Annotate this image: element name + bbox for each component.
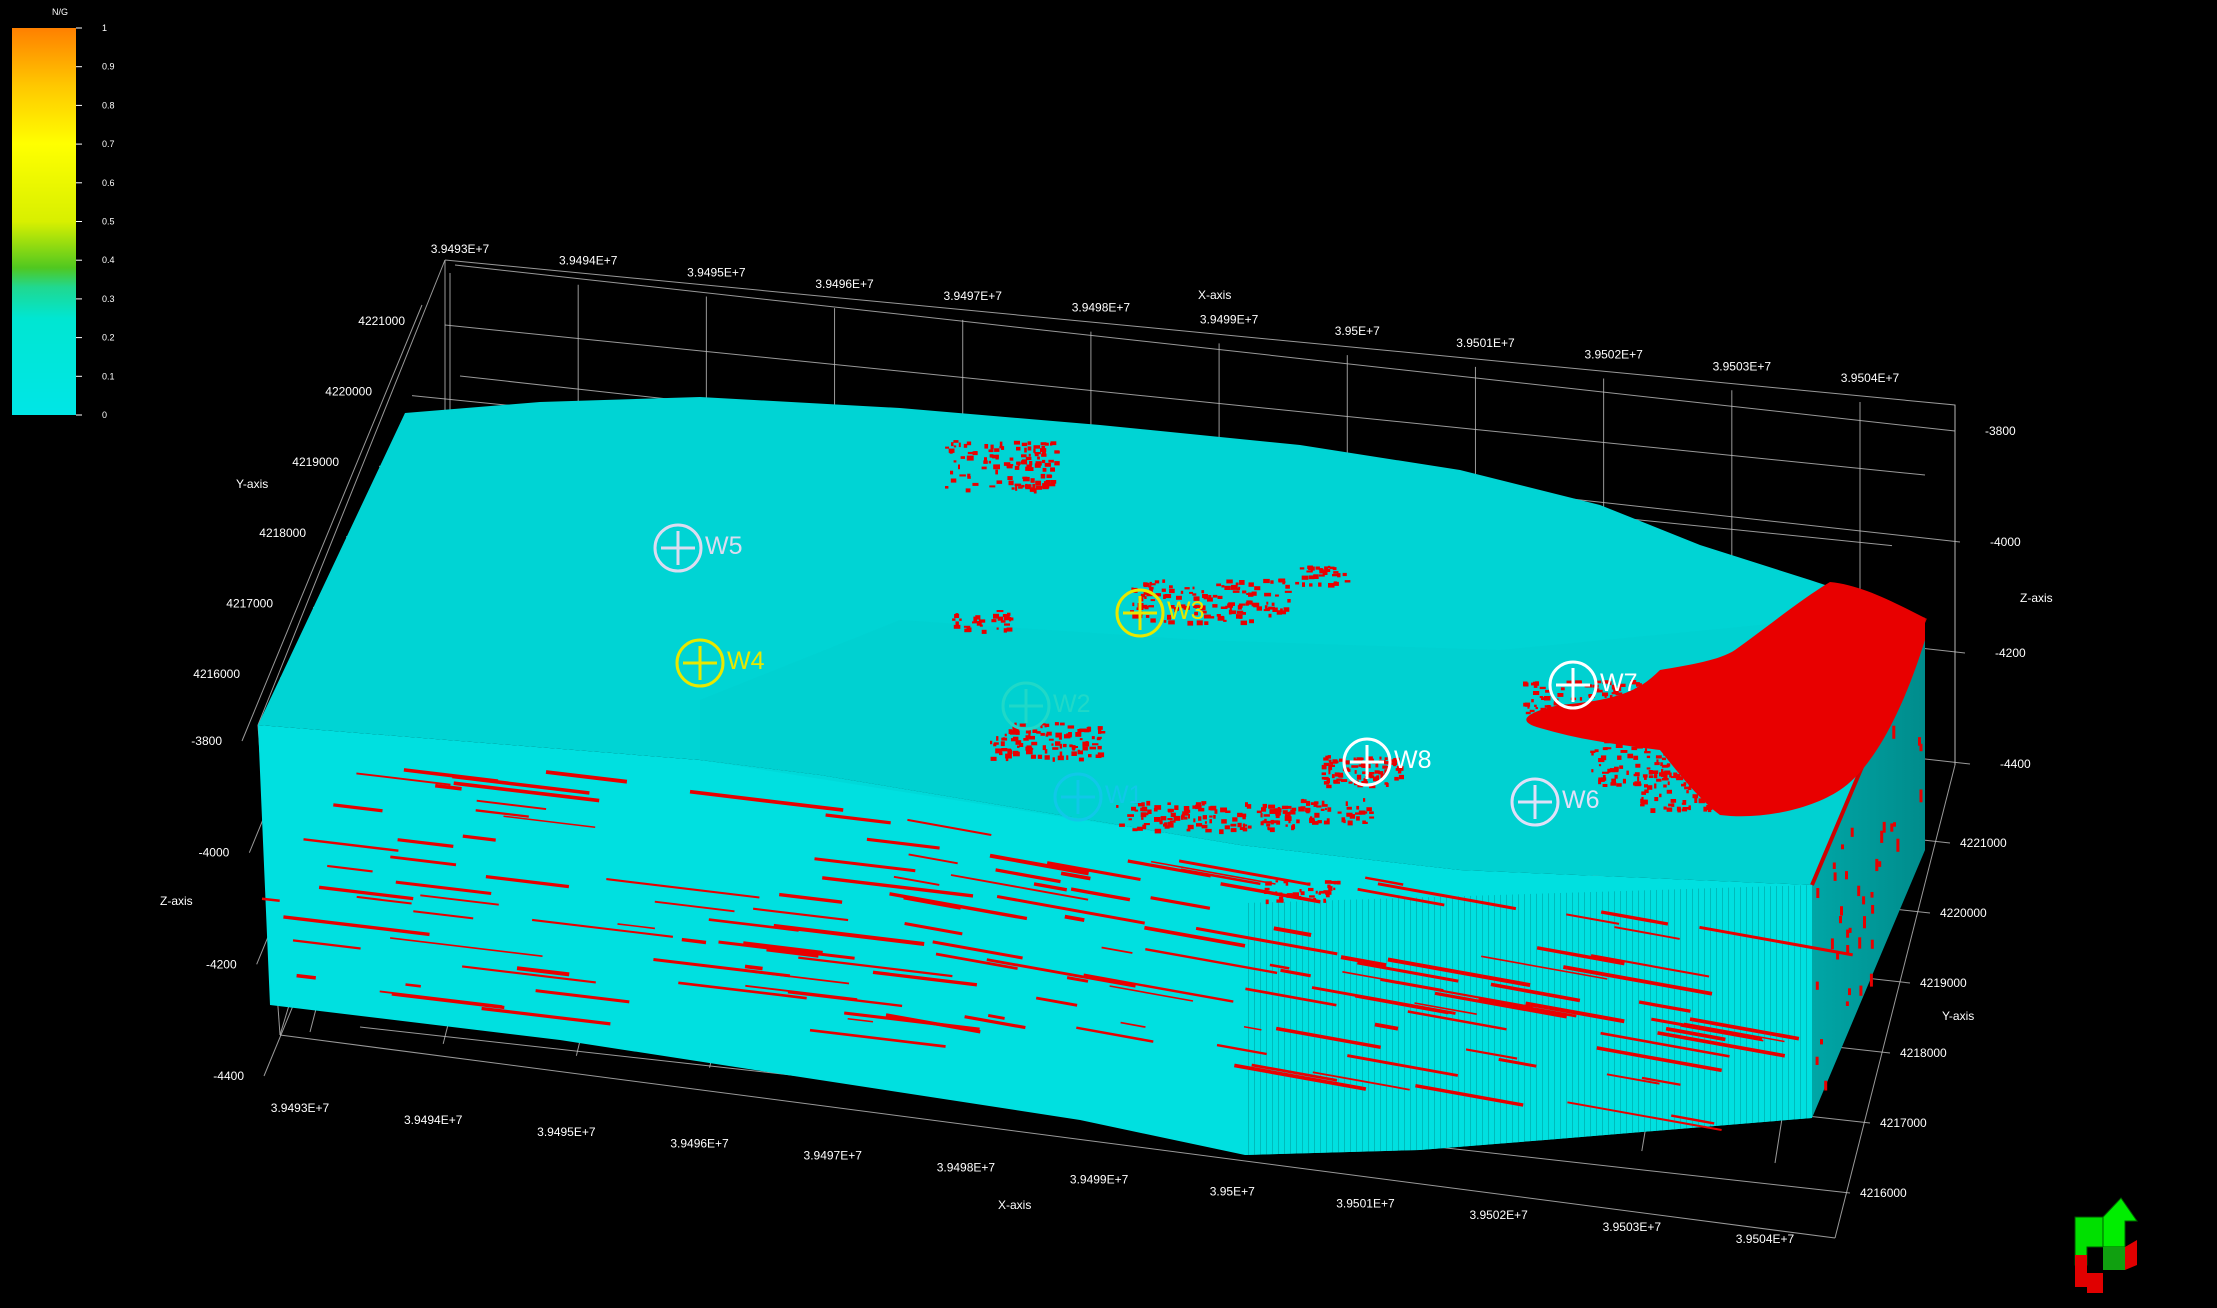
x-tick-top: 3.9496E+7	[815, 277, 874, 291]
y-tick-right: 4220000	[1940, 906, 1987, 920]
x-tick-bottom: 3.9501E+7	[1336, 1196, 1395, 1210]
colorbar-gradient	[12, 28, 76, 415]
colorbar-legend: N/G 1 0.9 0.8 0.7 0.6 0.5 0.4 0.3 0.2 0.1 0	[12, 7, 115, 420]
y-tick-right: 4221000	[1960, 836, 2007, 850]
model-side-face	[1812, 618, 1925, 1118]
well-marker-w3[interactable]: W3	[1115, 588, 1205, 638]
x-tick-bottom: 3.9496E+7	[670, 1137, 729, 1151]
y-tick-left: 4216000	[193, 667, 240, 681]
x-tick-bottom: 3.95E+7	[1210, 1184, 1255, 1198]
colorbar-tick-label: 0.2	[102, 333, 115, 343]
x-tick-bottom: 3.9502E+7	[1469, 1208, 1528, 1222]
wells-layer: W5 W3 W4 W2 W7 W8 W1 W6	[653, 523, 1638, 827]
y-tick-right: 4219000	[1920, 976, 1967, 990]
colorbar-tick-label: 0.6	[102, 178, 115, 188]
reservoir-model[interactable]	[258, 397, 1927, 1155]
well-marker-w6[interactable]: W6	[1510, 777, 1600, 827]
z-axis-title-left: Z-axis	[160, 894, 193, 908]
x-tick-bottom: 3.9497E+7	[804, 1149, 863, 1163]
x-tick-top: 3.9494E+7	[559, 254, 618, 268]
x-tick-bottom: 3.9494E+7	[404, 1113, 463, 1127]
y-tick-right: 4216000	[1860, 1186, 1907, 1200]
z-tick-right: -3800	[1985, 424, 2016, 438]
x-tick-top: 3.9499E+7	[1200, 312, 1259, 326]
colorbar-tick-label: 1	[102, 23, 107, 33]
well-label: W3	[1167, 597, 1205, 625]
well-marker-w7[interactable]: W7	[1548, 660, 1638, 710]
well-marker-w1[interactable]: W1	[1053, 772, 1143, 822]
colorbar-tick-label: 0.1	[102, 371, 115, 381]
z-tick-right: -4000	[1990, 535, 2021, 549]
well-label: W7	[1600, 669, 1638, 697]
x-tick-top: 3.95E+7	[1335, 324, 1380, 338]
axis-labels: X-axis X-axis Y-axis Y-axis Z-axis Z-axi…	[160, 242, 2053, 1246]
y-tick-left: 4221000	[358, 314, 405, 328]
well-label: W2	[1053, 690, 1091, 718]
x-tick-top: 3.9502E+7	[1584, 348, 1643, 362]
z-tick-right: -4200	[1995, 646, 2026, 660]
z-tick-left: -4200	[206, 957, 237, 971]
well-label: W8	[1394, 746, 1432, 774]
colorbar-tick-label: 0.8	[102, 100, 115, 110]
well-marker-w8[interactable]: W8	[1342, 737, 1432, 787]
y-tick-right: 4218000	[1900, 1046, 1947, 1060]
well-marker-w5[interactable]: W5	[653, 523, 743, 573]
y-tick-left: 4218000	[259, 526, 306, 540]
z-axis-title-right: Z-axis	[2020, 591, 2053, 605]
x-tick-bottom: 3.9495E+7	[537, 1125, 596, 1139]
x-tick-bottom: 3.9498E+7	[937, 1161, 996, 1175]
x-tick-top: 3.9501E+7	[1456, 336, 1515, 350]
y-tick-left: 4217000	[226, 596, 273, 610]
x-tick-top: 3.9498E+7	[1072, 301, 1131, 315]
colorbar-tick-label: 0.7	[102, 139, 115, 149]
y-axis-title-right: Y-axis	[1942, 1009, 1974, 1023]
z-tick-left: -4000	[199, 846, 230, 860]
x-tick-bottom: 3.9499E+7	[1070, 1172, 1129, 1186]
y-tick-right: 4217000	[1880, 1116, 1927, 1130]
well-label: W1	[1105, 781, 1143, 809]
z-tick-left: -4400	[213, 1069, 244, 1083]
z-tick-left: -3800	[191, 734, 222, 748]
y-axis-title-left: Y-axis	[236, 477, 268, 491]
colorbar-tick-label: 0.5	[102, 217, 115, 227]
high-ng-zone	[1526, 582, 1925, 817]
x-tick-top: 3.9493E+7	[431, 242, 490, 256]
x-tick-bottom: 3.9503E+7	[1603, 1220, 1662, 1234]
x-axis-title-bottom: X-axis	[998, 1198, 1031, 1212]
z-tick-right: -4400	[2000, 757, 2031, 771]
model-top-face	[258, 397, 1925, 885]
colorbar-tick-label: 0.3	[102, 294, 115, 304]
x-tick-top: 3.9495E+7	[687, 265, 746, 279]
orientation-arrow-icon[interactable]	[2074, 1197, 2138, 1293]
well-label: W6	[1562, 786, 1600, 814]
model-front-stripes	[1245, 885, 1812, 1155]
x-axis-title-top: X-axis	[1198, 288, 1231, 302]
well-label: W5	[705, 532, 743, 560]
well-marker-w2[interactable]: W2	[1001, 681, 1091, 731]
y-tick-left: 4220000	[325, 385, 372, 399]
colorbar-tick-label: 0.9	[102, 62, 115, 72]
y-tick-left: 4219000	[292, 455, 339, 469]
x-tick-bottom: 3.9493E+7	[271, 1101, 330, 1115]
well-label: W4	[727, 647, 765, 675]
x-tick-top: 3.9504E+7	[1841, 371, 1900, 385]
well-marker-w4[interactable]: W4	[675, 638, 765, 688]
x-tick-top: 3.9497E+7	[944, 289, 1003, 303]
colorbar-title: N/G	[52, 7, 68, 17]
x-tick-bottom: 3.9504E+7	[1736, 1232, 1795, 1246]
colorbar-tick-label: 0	[102, 410, 107, 420]
colorbar-tick-label: 0.4	[102, 255, 115, 265]
x-tick-top: 3.9503E+7	[1713, 359, 1772, 373]
